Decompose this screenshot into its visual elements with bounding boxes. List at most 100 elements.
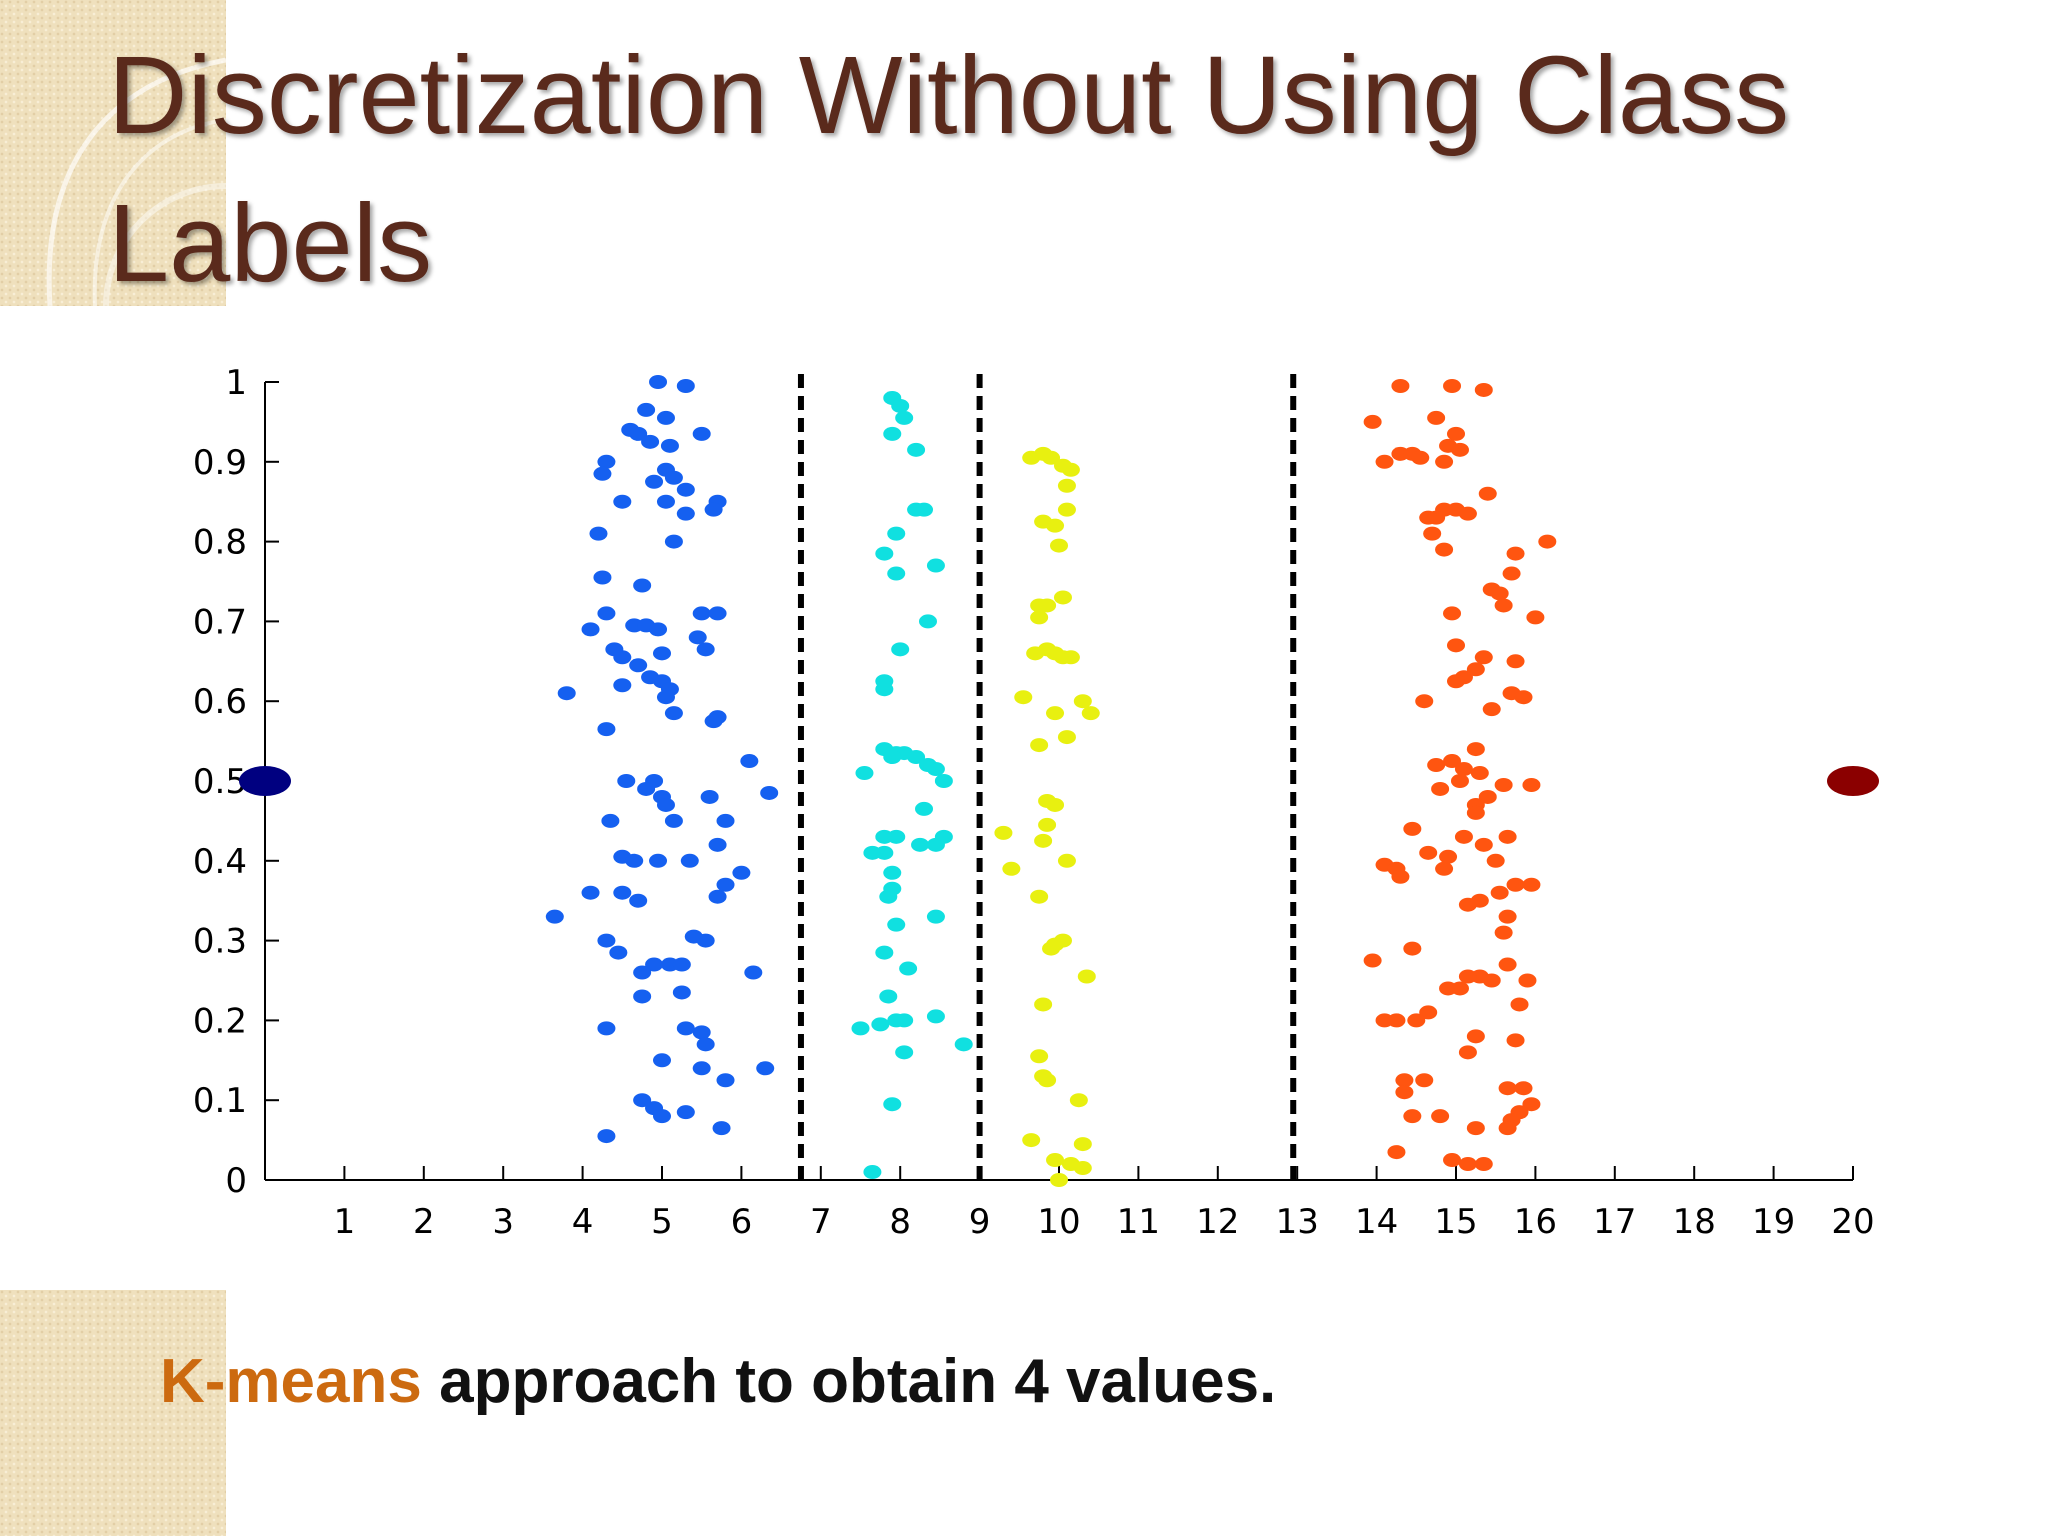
cluster-3-point: [1057, 502, 1076, 517]
cluster-2-point: [926, 837, 945, 852]
cluster-4-point: [1522, 877, 1541, 892]
x-tick-label: 9: [969, 1202, 991, 1242]
cluster-3-point: [1030, 738, 1049, 753]
cluster-4-point: [1514, 1081, 1533, 1096]
cluster-1-point: [637, 781, 656, 796]
cluster-4-point: [1363, 414, 1382, 429]
x-tick-label: 5: [651, 1202, 673, 1242]
cluster-1-point: [656, 690, 675, 705]
cluster-3-point: [1034, 833, 1053, 848]
x-tick-label: 12: [1196, 1202, 1239, 1242]
cluster-1-point: [613, 650, 632, 665]
cluster-1-point: [613, 494, 632, 509]
corner-swirl-graphic: [46, 57, 226, 306]
cluster-1-point: [613, 678, 632, 693]
cluster-1-point: [708, 837, 727, 852]
cluster-3-point: [1046, 797, 1065, 812]
cluster-3-point: [1046, 1153, 1065, 1168]
cluster-4-point: [1443, 606, 1462, 621]
cluster-1-point: [676, 506, 695, 521]
cluster-4-point: [1498, 909, 1517, 924]
cluster-4-point: [1518, 973, 1537, 988]
cluster-1-point: [633, 965, 652, 980]
cluster-1-point: [732, 865, 751, 880]
cluster-1-point: [700, 789, 719, 804]
cluster-1-point: [597, 606, 616, 621]
cluster-1-point: [696, 1037, 715, 1052]
cluster-2-point: [926, 762, 945, 777]
cluster-2-point: [954, 1037, 973, 1052]
endpoint-max-marker: [1827, 766, 1879, 796]
cluster-4-point: [1435, 542, 1454, 557]
cluster-4-point: [1498, 1081, 1517, 1096]
cluster-1-point: [613, 885, 632, 900]
cluster-1-point: [704, 714, 723, 729]
cluster-4-point: [1522, 777, 1541, 792]
cluster-4-point: [1458, 1157, 1477, 1172]
cluster-4-point: [1478, 789, 1497, 804]
cluster-4-point: [1458, 969, 1477, 984]
cluster-3-point: [1053, 590, 1072, 605]
cluster-4-point: [1474, 382, 1493, 397]
cluster-1-point: [609, 945, 628, 960]
cluster-1-point: [597, 1021, 616, 1036]
cluster-1-point: [708, 889, 727, 904]
y-tick-label: 1: [225, 363, 247, 403]
cluster-4-point: [1427, 510, 1446, 525]
cluster-4-point: [1407, 1013, 1426, 1028]
cluster-2-point: [891, 398, 910, 413]
x-tick-label: 17: [1593, 1202, 1636, 1242]
cluster-4-point: [1510, 997, 1529, 1012]
cluster-1-point: [660, 438, 679, 453]
cluster-1-point: [740, 754, 759, 769]
cluster-3-point: [994, 825, 1013, 840]
cluster-3-point: [1073, 1137, 1092, 1152]
cluster-3-point: [1038, 598, 1057, 613]
cluster-4-point: [1454, 829, 1473, 844]
cluster-1-point: [601, 813, 620, 828]
y-tick-label: 0.3: [193, 922, 247, 962]
cluster-3-point: [1030, 889, 1049, 904]
cluster-1-point: [649, 853, 668, 868]
caption-highlight: K-means: [160, 1347, 422, 1416]
cluster-3-point: [1050, 538, 1068, 553]
cluster-1-point: [664, 706, 683, 721]
cluster-4-point: [1454, 762, 1473, 777]
cluster-1-point: [664, 813, 683, 828]
cluster-3-point: [1057, 478, 1076, 493]
cluster-2-point: [895, 410, 914, 425]
cluster-3-point: [1057, 853, 1076, 868]
cluster-1-point: [593, 570, 612, 585]
cluster-4-point: [1415, 694, 1434, 709]
cluster-3-point: [1014, 690, 1033, 705]
cluster-4-point: [1478, 486, 1497, 501]
corner-decoration-top: [0, 0, 226, 306]
cluster-4-point: [1466, 805, 1485, 820]
cluster-1-point: [692, 1025, 711, 1040]
cluster-4-point: [1498, 957, 1517, 972]
cluster-3-point: [1046, 706, 1065, 721]
cluster-4-point: [1526, 610, 1545, 625]
cluster-1-point: [629, 893, 648, 908]
cluster-4-point: [1395, 1073, 1414, 1088]
cluster-4-point: [1395, 1085, 1414, 1100]
endpoint-min-marker: [239, 766, 291, 796]
cluster-2-point: [863, 845, 882, 860]
cluster-3-point: [1030, 1049, 1049, 1064]
cluster-1-point: [704, 502, 723, 517]
cluster-1-point: [656, 797, 675, 812]
cluster-2-point: [855, 766, 874, 781]
cluster-4-point: [1514, 690, 1533, 705]
cluster-4-point: [1403, 1109, 1422, 1124]
cluster-2-point: [875, 945, 894, 960]
cluster-4-point: [1391, 869, 1410, 884]
cluster-4-point: [1494, 925, 1513, 940]
x-tick-label: 20: [1831, 1202, 1874, 1242]
cluster-1-point: [716, 813, 735, 828]
cluster-4-point: [1502, 566, 1521, 581]
cluster-3-point: [1038, 1073, 1057, 1088]
cluster-4-point: [1391, 378, 1410, 393]
cluster-4-point: [1363, 953, 1382, 968]
x-tick-label: 18: [1673, 1202, 1716, 1242]
cluster-4-point: [1466, 662, 1485, 677]
